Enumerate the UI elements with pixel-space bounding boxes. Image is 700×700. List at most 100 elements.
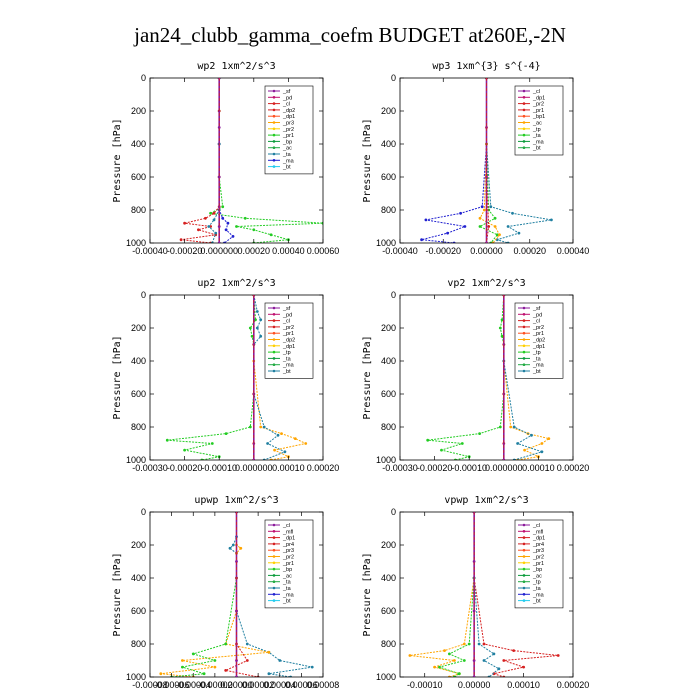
legend-marker — [272, 350, 276, 354]
x-tick-label: -0.00040 — [382, 246, 418, 256]
legend-marker — [522, 127, 526, 131]
x-tick-label: 0.00004 — [263, 680, 296, 690]
series-point — [224, 669, 228, 672]
legend-label: _ta — [282, 586, 292, 592]
y-tick-label: 1000 — [126, 238, 146, 248]
legend-marker — [272, 523, 276, 527]
legend: _sf_pd_cl_dp2_dp1_pr3_pr2_pr1_bp_ac_ta_m… — [264, 85, 314, 175]
legend-label: _pr3 — [532, 548, 544, 554]
x-tick-label: 0.00020 — [513, 246, 546, 256]
series-point — [207, 225, 211, 228]
legend-label: _pr2 — [282, 325, 294, 331]
legend-label: _pr3 — [282, 548, 294, 554]
x-tick-label: -0.00030 — [382, 463, 418, 473]
series-point — [280, 432, 283, 435]
panel-6: vpwp 1xm^2/s^3 Pressure [hPa] 0 200 400 600 80… — [362, 495, 589, 690]
legend-marker — [522, 350, 526, 354]
legend-label: _dp2 — [282, 108, 295, 114]
y-tick-label: 800 — [381, 205, 396, 215]
series-point — [516, 442, 519, 445]
series-line — [160, 512, 269, 677]
series-point — [181, 665, 184, 669]
series-line — [253, 295, 308, 460]
legend-label: _bt — [532, 599, 541, 605]
y-tick-label: 200 — [131, 323, 146, 333]
y-tick-label: 0 — [391, 507, 396, 517]
series-point — [204, 216, 207, 220]
legend-marker — [272, 325, 276, 329]
x-tick-label: 0.00020 — [557, 680, 590, 690]
series-point — [493, 225, 497, 228]
x-tick-label: -0.00002 — [197, 680, 233, 690]
legend-marker — [272, 593, 276, 596]
series-point — [181, 659, 184, 662]
x-tick-label: -0.00020 — [417, 463, 453, 473]
legend-marker — [272, 363, 276, 367]
legend-label: _dp1 — [532, 95, 545, 101]
x-tick-label: 0.00000 — [220, 680, 253, 690]
series-line — [473, 512, 559, 677]
series-point — [231, 235, 235, 238]
legend-label: _pd — [282, 312, 292, 318]
series-point — [550, 218, 553, 222]
series-point — [493, 216, 497, 220]
y-tick-label: 400 — [381, 139, 396, 149]
legend-label: _pr2 — [282, 127, 294, 133]
legend-label: _ta — [532, 586, 542, 592]
legend-marker — [272, 96, 276, 99]
legend-label: _pr2 — [532, 102, 544, 108]
series-point — [408, 654, 412, 657]
legend-marker — [272, 140, 276, 143]
x-tick-label: -0.00010 — [201, 463, 237, 473]
series-point — [463, 225, 467, 228]
legend-label: _cl — [282, 102, 290, 108]
legend-marker — [272, 319, 276, 322]
x-tick-label: -0.00010 — [407, 680, 443, 690]
legend-marker — [522, 306, 526, 310]
series-point — [495, 233, 499, 237]
y-axis-label: Pressure [hPa] — [112, 335, 123, 419]
legend-label: _ta — [282, 580, 292, 586]
legend-box — [514, 519, 564, 609]
series-point — [478, 225, 482, 228]
series-line — [167, 295, 257, 460]
legend-marker — [522, 338, 526, 341]
legend-label: _tp — [532, 350, 541, 356]
x-tick-label: -0.00008 — [132, 680, 168, 690]
legend-label: _ma — [532, 592, 545, 598]
legend-marker — [522, 542, 526, 546]
series-point — [224, 432, 228, 435]
series-point — [266, 442, 269, 445]
series-point — [212, 218, 216, 222]
legend-marker — [272, 580, 276, 583]
series-line — [486, 78, 552, 243]
panel-title: upwp 1xm^2/s^3 — [194, 495, 278, 506]
x-tick-label: 0.000000 — [485, 463, 523, 473]
series-point — [556, 654, 560, 657]
legend-label: _pr2 — [282, 555, 294, 561]
series-point — [438, 665, 441, 669]
series-point — [446, 231, 449, 235]
series-point — [183, 221, 187, 225]
series-point — [231, 543, 235, 547]
series-point — [278, 659, 282, 662]
legend-label: _pr4 — [532, 542, 544, 548]
y-tick-label: 0 — [141, 290, 146, 300]
y-tick-label: 0 — [391, 73, 396, 83]
series-point — [248, 326, 252, 330]
series-point — [478, 432, 481, 435]
legend-marker — [522, 599, 526, 602]
series-point — [255, 310, 259, 313]
legend-marker — [272, 536, 276, 539]
legend-marker — [522, 331, 526, 335]
series-line — [181, 78, 220, 243]
legend-marker — [272, 306, 276, 310]
legend-label: _bp1 — [532, 114, 545, 120]
legend-marker — [522, 586, 526, 590]
series-point — [248, 425, 252, 429]
legend-label: _mfl — [282, 529, 293, 535]
series-line — [208, 78, 220, 243]
legend-marker — [522, 102, 526, 105]
legend-label: _cl — [282, 319, 290, 325]
